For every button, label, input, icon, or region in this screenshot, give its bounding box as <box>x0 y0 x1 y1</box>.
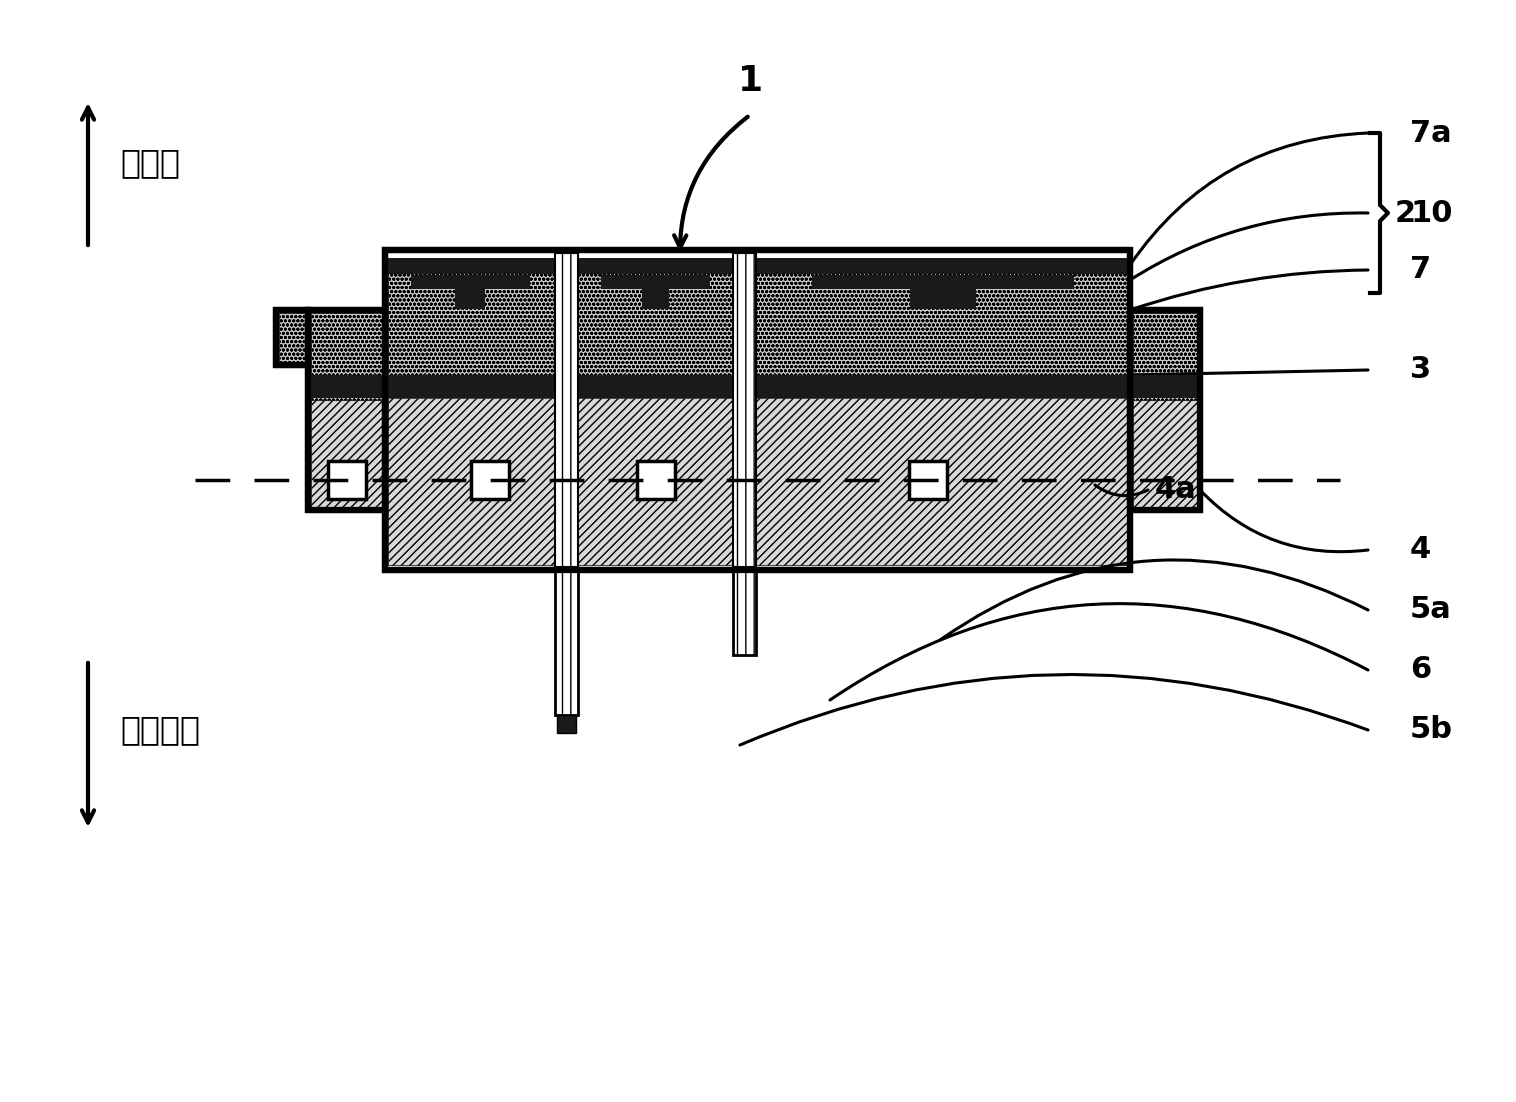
Text: 10: 10 <box>1410 198 1452 227</box>
Bar <box>385 250 1129 570</box>
Bar <box>1132 400 1198 507</box>
Text: 4a: 4a <box>1155 475 1196 505</box>
Bar <box>311 375 382 398</box>
Bar <box>637 461 675 499</box>
Text: 5a: 5a <box>1410 595 1452 625</box>
Bar <box>388 258 1126 274</box>
Bar <box>555 570 578 715</box>
Bar <box>411 276 529 289</box>
Bar <box>308 310 385 510</box>
Text: 5b: 5b <box>1410 715 1452 745</box>
Bar <box>327 461 365 499</box>
Bar <box>279 313 305 361</box>
Bar <box>311 313 382 403</box>
Bar <box>734 253 756 568</box>
Bar <box>455 289 485 309</box>
Bar <box>556 715 576 733</box>
Text: 7a: 7a <box>1410 119 1452 148</box>
Bar <box>471 461 509 499</box>
Bar <box>641 289 669 309</box>
Text: 3: 3 <box>1410 356 1431 385</box>
Bar <box>1132 313 1198 403</box>
Text: 4: 4 <box>1410 536 1431 564</box>
Bar <box>311 400 382 507</box>
Bar <box>388 258 1126 375</box>
Bar <box>1132 375 1198 398</box>
Text: 1: 1 <box>737 64 763 98</box>
Bar <box>1129 310 1201 510</box>
Text: 7: 7 <box>1410 256 1431 284</box>
Bar <box>910 289 976 309</box>
Bar <box>385 250 1129 570</box>
Bar <box>276 310 308 365</box>
Bar <box>308 310 385 510</box>
Bar <box>555 253 578 568</box>
Bar <box>602 276 709 289</box>
Bar <box>910 461 948 499</box>
Text: 真空側: 真空側 <box>120 147 180 180</box>
Bar <box>388 375 1126 398</box>
Text: 大气压側: 大气压側 <box>120 713 200 746</box>
Bar <box>813 276 1073 289</box>
Text: 6: 6 <box>1410 656 1431 684</box>
Bar <box>388 398 1126 565</box>
Bar <box>1129 310 1201 510</box>
Bar <box>734 570 756 655</box>
Bar <box>276 310 308 365</box>
Text: 2: 2 <box>1395 198 1416 227</box>
